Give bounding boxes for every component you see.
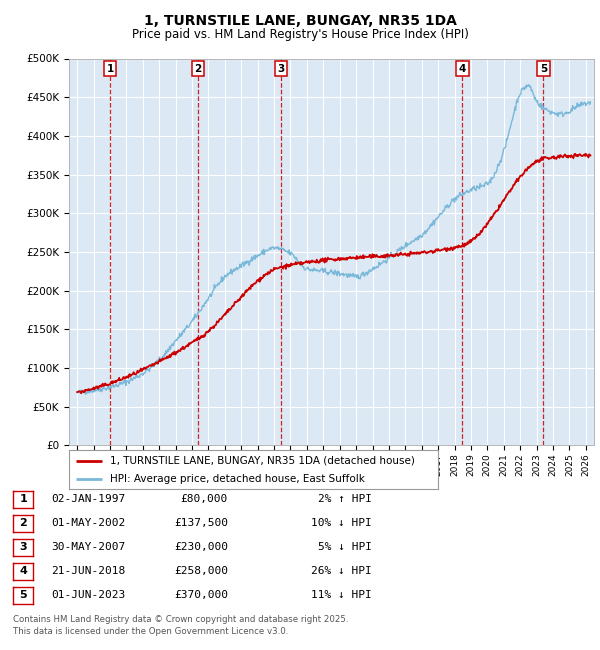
Text: £370,000: £370,000	[174, 590, 228, 601]
Text: £137,500: £137,500	[174, 518, 228, 528]
Text: £80,000: £80,000	[181, 494, 228, 504]
Text: 10% ↓ HPI: 10% ↓ HPI	[311, 518, 372, 528]
Text: 1: 1	[19, 494, 27, 504]
Text: £230,000: £230,000	[174, 542, 228, 552]
Text: 1: 1	[107, 64, 114, 73]
Text: 2% ↑ HPI: 2% ↑ HPI	[318, 494, 372, 504]
Text: 4: 4	[19, 566, 27, 577]
Text: Contains HM Land Registry data © Crown copyright and database right 2025.: Contains HM Land Registry data © Crown c…	[13, 615, 349, 624]
Text: 3: 3	[19, 542, 27, 552]
Text: 4: 4	[458, 64, 466, 73]
Text: £258,000: £258,000	[174, 566, 228, 577]
Text: 2: 2	[194, 64, 202, 73]
Text: 01-MAY-2002: 01-MAY-2002	[51, 518, 125, 528]
Text: 5: 5	[19, 590, 27, 601]
Text: 02-JAN-1997: 02-JAN-1997	[51, 494, 125, 504]
Text: Price paid vs. HM Land Registry's House Price Index (HPI): Price paid vs. HM Land Registry's House …	[131, 28, 469, 41]
Text: 5% ↓ HPI: 5% ↓ HPI	[318, 542, 372, 552]
Text: 11% ↓ HPI: 11% ↓ HPI	[311, 590, 372, 601]
Text: 1, TURNSTILE LANE, BUNGAY, NR35 1DA: 1, TURNSTILE LANE, BUNGAY, NR35 1DA	[143, 14, 457, 29]
Text: This data is licensed under the Open Government Licence v3.0.: This data is licensed under the Open Gov…	[13, 627, 289, 636]
Text: 5: 5	[540, 64, 547, 73]
Text: 01-JUN-2023: 01-JUN-2023	[51, 590, 125, 601]
Text: 30-MAY-2007: 30-MAY-2007	[51, 542, 125, 552]
Text: HPI: Average price, detached house, East Suffolk: HPI: Average price, detached house, East…	[110, 474, 364, 484]
Text: 3: 3	[277, 64, 284, 73]
Text: 2: 2	[19, 518, 27, 528]
Text: 21-JUN-2018: 21-JUN-2018	[51, 566, 125, 577]
Text: 1, TURNSTILE LANE, BUNGAY, NR35 1DA (detached house): 1, TURNSTILE LANE, BUNGAY, NR35 1DA (det…	[110, 456, 415, 465]
Text: 26% ↓ HPI: 26% ↓ HPI	[311, 566, 372, 577]
